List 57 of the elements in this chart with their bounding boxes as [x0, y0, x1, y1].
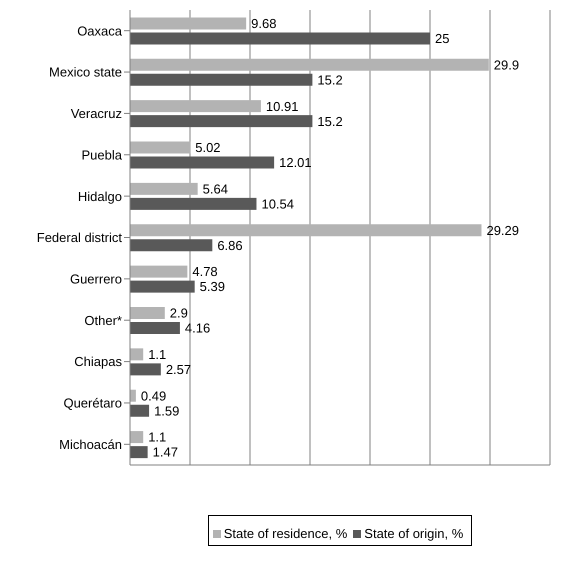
- y-tick-label: Mexico state: [49, 64, 122, 80]
- bar: [130, 224, 482, 236]
- bar: [130, 32, 430, 44]
- bar: [130, 363, 161, 376]
- bar: [130, 239, 212, 252]
- bar: [130, 17, 246, 30]
- data-label: 5.02: [195, 140, 221, 156]
- data-label: 12.01: [279, 155, 312, 170]
- y-tick-label: Querétaro: [63, 396, 122, 411]
- data-label: 4.16: [184, 320, 210, 336]
- bar: [130, 100, 261, 112]
- bar: [130, 182, 198, 195]
- data-label: 25: [435, 31, 450, 46]
- data-label: 1.47: [152, 444, 178, 460]
- data-label: 4.78: [192, 264, 218, 280]
- data-label: 1.1: [148, 346, 166, 362]
- y-tick-label: Michoacán: [59, 436, 122, 452]
- legend-label: State of residence, %: [222, 526, 348, 541]
- y-tick-label: Other*: [84, 312, 122, 328]
- data-label: 1.59: [154, 403, 180, 418]
- bar: [130, 198, 256, 210]
- y-tick-label: Puebla: [82, 147, 123, 162]
- y-tick-label: Guerrero: [70, 271, 122, 286]
- data-label: 29.9: [494, 57, 520, 72]
- y-tick-label: Hidalgo: [78, 188, 122, 204]
- bar: [130, 390, 136, 402]
- data-label: 10.54: [261, 196, 294, 212]
- y-tick-label: Chiapas: [74, 354, 122, 370]
- data-label: 5.64: [202, 182, 228, 197]
- data-label: 2.9: [170, 306, 188, 321]
- y-tick-label: Veracruz: [70, 106, 122, 122]
- bar: [130, 446, 148, 458]
- data-label: 5.39: [200, 279, 225, 294]
- bar: [130, 74, 312, 86]
- legend-label: State of origin, %: [363, 526, 464, 541]
- bar: [130, 306, 165, 319]
- bar: [130, 58, 489, 71]
- data-label: 6.86: [217, 238, 243, 253]
- bar: [130, 280, 195, 293]
- bar: [130, 266, 188, 278]
- bar: [130, 115, 312, 128]
- data-label: 15.2: [317, 114, 343, 129]
- data-label: 1.1: [148, 430, 166, 445]
- y-tick-label: Oaxaca: [77, 23, 123, 38]
- bar: [130, 156, 274, 169]
- data-label: 2.57: [166, 362, 192, 377]
- bar: [130, 348, 144, 360]
- data-label: 10.91: [266, 98, 298, 114]
- bar: [130, 404, 150, 417]
- bar: [130, 142, 190, 154]
- data-label: 9.68: [251, 16, 276, 32]
- data-label: 29.29: [486, 222, 520, 238]
- y-tick-label: Federal district: [36, 230, 122, 246]
- data-label: 0.49: [140, 388, 166, 404]
- bar: [130, 431, 144, 444]
- bar: [130, 322, 180, 334]
- data-label: 15.2: [317, 72, 343, 88]
